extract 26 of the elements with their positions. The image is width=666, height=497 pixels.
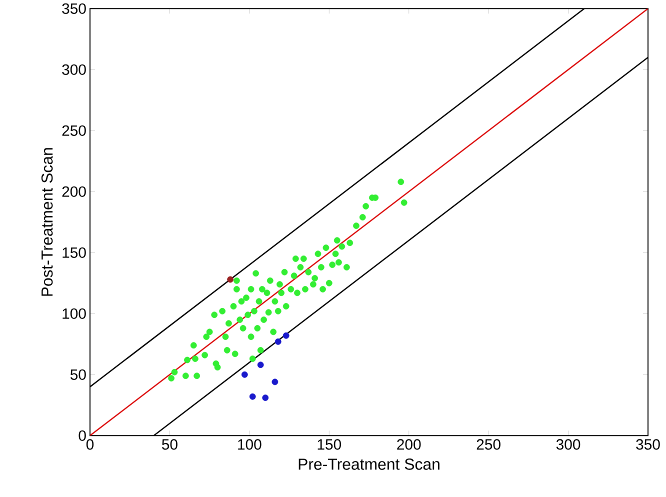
y-tick-label: 250 bbox=[62, 126, 86, 136]
x-tick-label: 0 bbox=[86, 439, 94, 450]
point bbox=[227, 276, 234, 283]
point bbox=[282, 332, 290, 339]
point bbox=[274, 338, 282, 346]
point bbox=[257, 362, 264, 368]
x-tick-label: 100 bbox=[238, 439, 262, 450]
x-tick-label: 150 bbox=[318, 439, 342, 450]
point bbox=[249, 394, 256, 400]
point bbox=[241, 372, 248, 378]
y-tick-label: 100 bbox=[62, 308, 86, 320]
y-tick-label: 0 bbox=[78, 430, 86, 442]
y-tick-label: 50 bbox=[70, 370, 86, 380]
y-axis-title: Post-Treatment Scan bbox=[41, 148, 53, 296]
point bbox=[262, 394, 269, 402]
y-tick-label: 300 bbox=[62, 64, 86, 76]
y-tick-label: 350 bbox=[62, 4, 86, 14]
x-tick-label: 50 bbox=[162, 439, 178, 450]
x-tick-label: 250 bbox=[476, 439, 500, 450]
point bbox=[272, 378, 278, 386]
x-tick-label: 200 bbox=[397, 439, 421, 450]
y-tick-label: 200 bbox=[62, 186, 86, 198]
x-tick-label: 350 bbox=[636, 439, 660, 450]
x-axis-title: Pre-Treatment Scan bbox=[298, 458, 440, 470]
y-tick-label: 150 bbox=[62, 248, 86, 258]
x-tick-label: 300 bbox=[556, 439, 580, 450]
